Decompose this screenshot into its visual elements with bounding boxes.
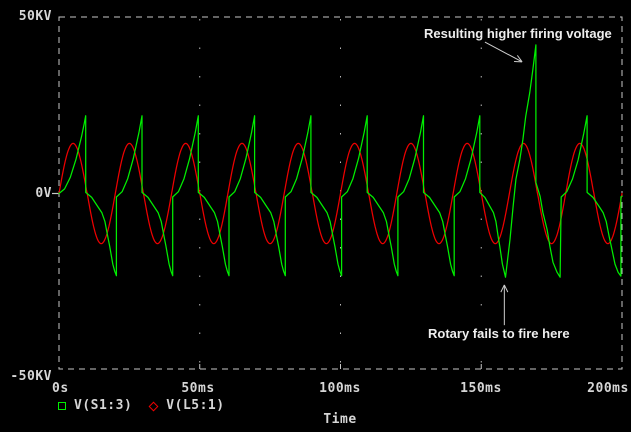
x-tick-label-200ms: 200ms — [587, 381, 629, 396]
legend-item-vl51[interactable]: V(L5:1) — [166, 398, 225, 413]
legend-marker-diamond-icon — [148, 401, 159, 411]
x-tick-label-150ms: 150ms — [460, 381, 502, 396]
x-axis-title: Time — [323, 412, 357, 427]
y-axis-label-neg50kv: -50KV — [10, 369, 52, 384]
y-axis-label-0v: 0V — [35, 186, 52, 201]
x-tick-label-100ms: 100ms — [319, 381, 361, 396]
trace-legend: V(S1:3) V(L5:1) — [58, 398, 225, 413]
legend-marker-square-icon — [58, 402, 66, 410]
annotation-higher-firing-voltage: Resulting higher firing voltage — [424, 26, 612, 41]
trace-vl51[interactable] — [58, 142, 623, 245]
y-axis-label-50kv: 50KV — [18, 9, 52, 24]
x-tick-label-50ms: 50ms — [181, 381, 215, 396]
annotation-rotary-fails: Rotary fails to fire here — [428, 326, 570, 341]
legend-item-vs13[interactable]: V(S1:3) — [74, 398, 133, 413]
trace-vs13[interactable] — [58, 44, 623, 278]
x-tick-label-0s: 0s — [52, 381, 69, 396]
